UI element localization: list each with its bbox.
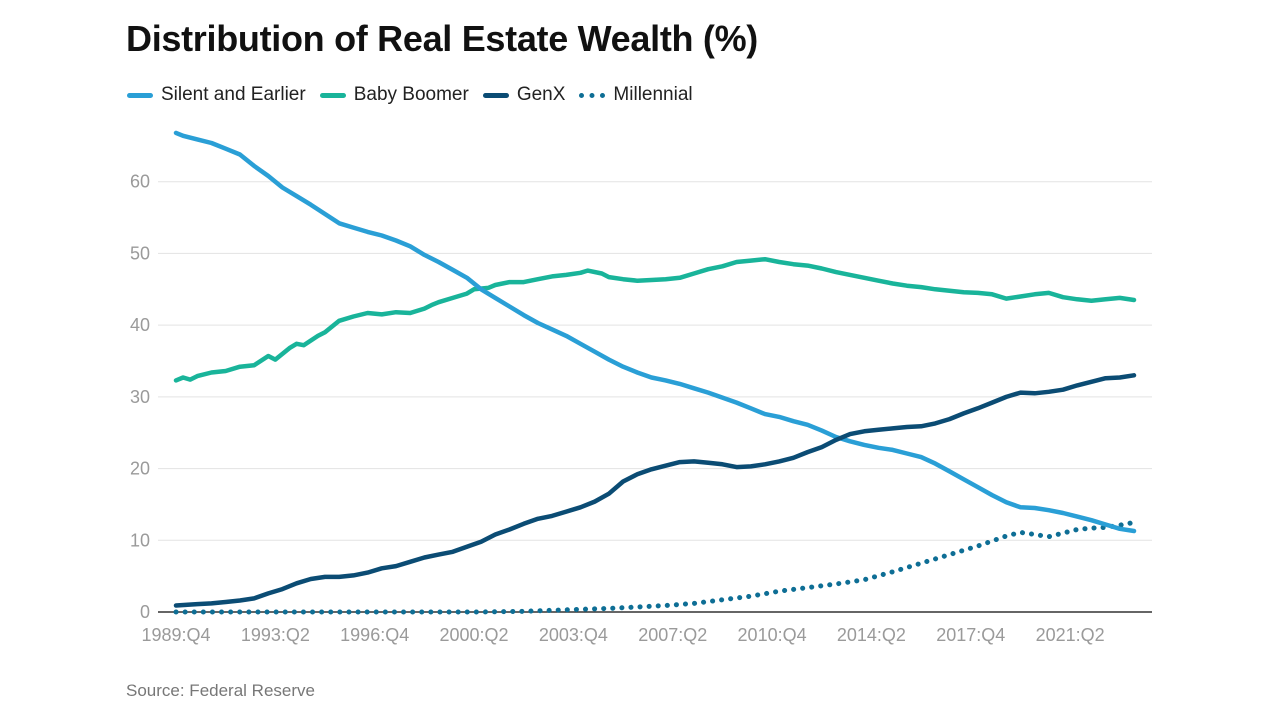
chart-title: Distribution of Real Estate Wealth (%) — [126, 18, 758, 59]
y-tick-label: 0 — [140, 602, 150, 622]
x-tick-label: 2007:Q2 — [638, 625, 707, 645]
line-chart: 0 10 20 30 40 50 60 1989:Q4 1993:Q2 1996:Q4 2000:… — [130, 130, 1152, 645]
legend-item-silent[interactable]: Silent and Earlier — [127, 84, 306, 106]
y-tick-label: 10 — [130, 530, 150, 550]
legend-item-baby-boomer[interactable]: Baby Boomer — [319, 84, 469, 106]
x-tick-label: 2021:Q2 — [1036, 625, 1105, 645]
series-line-genx — [173, 373, 1137, 608]
series-line-millennial — [173, 519, 1137, 615]
x-tick-label: 1996:Q4 — [340, 625, 409, 645]
y-tick-label: 30 — [130, 387, 150, 407]
chart-legend: Silent and Earlier Baby Boomer GenX Mill… — [127, 84, 693, 106]
x-tick-label: 2000:Q2 — [440, 625, 509, 645]
y-axis-ticks: 0 10 20 30 40 50 60 — [130, 172, 150, 622]
x-tick-label: 2003:Q4 — [539, 625, 608, 645]
y-tick-label: 50 — [130, 243, 150, 263]
legend-label-millennial: Millennial — [613, 84, 693, 105]
x-tick-label: 1989:Q4 — [141, 625, 210, 645]
y-tick-label: 20 — [130, 459, 150, 479]
legend-label-silent: Silent and Earlier — [161, 84, 306, 105]
x-tick-label: 1993:Q2 — [241, 625, 310, 645]
legend-swatch-silent — [127, 92, 153, 98]
legend-swatch-genx — [482, 92, 509, 98]
legend-item-genx[interactable]: GenX — [482, 84, 566, 106]
x-tick-label: 2010:Q4 — [738, 625, 807, 645]
legend-swatch-baby-boomer — [319, 92, 346, 98]
legend-label-baby-boomer: Baby Boomer — [353, 84, 469, 105]
x-tick-label: 2017:Q4 — [936, 625, 1005, 645]
series-line-silent-and-earlier — [173, 130, 1137, 534]
y-tick-label: 60 — [130, 172, 150, 192]
series-lines — [173, 130, 1137, 615]
y-tick-label: 40 — [130, 315, 150, 335]
legend-label-genx: GenX — [516, 84, 566, 105]
legend-item-millennial[interactable]: Millennial — [579, 84, 693, 106]
legend-swatch-millennial — [579, 92, 606, 98]
series-line-baby-boomer — [173, 256, 1137, 383]
x-tick-label: 2014:Q2 — [837, 625, 906, 645]
x-axis-ticks: 1989:Q4 1993:Q2 1996:Q4 2000:Q2 2003:Q4 2007:… — [141, 625, 1104, 645]
source-note: Source: Federal Reserve — [126, 681, 315, 700]
